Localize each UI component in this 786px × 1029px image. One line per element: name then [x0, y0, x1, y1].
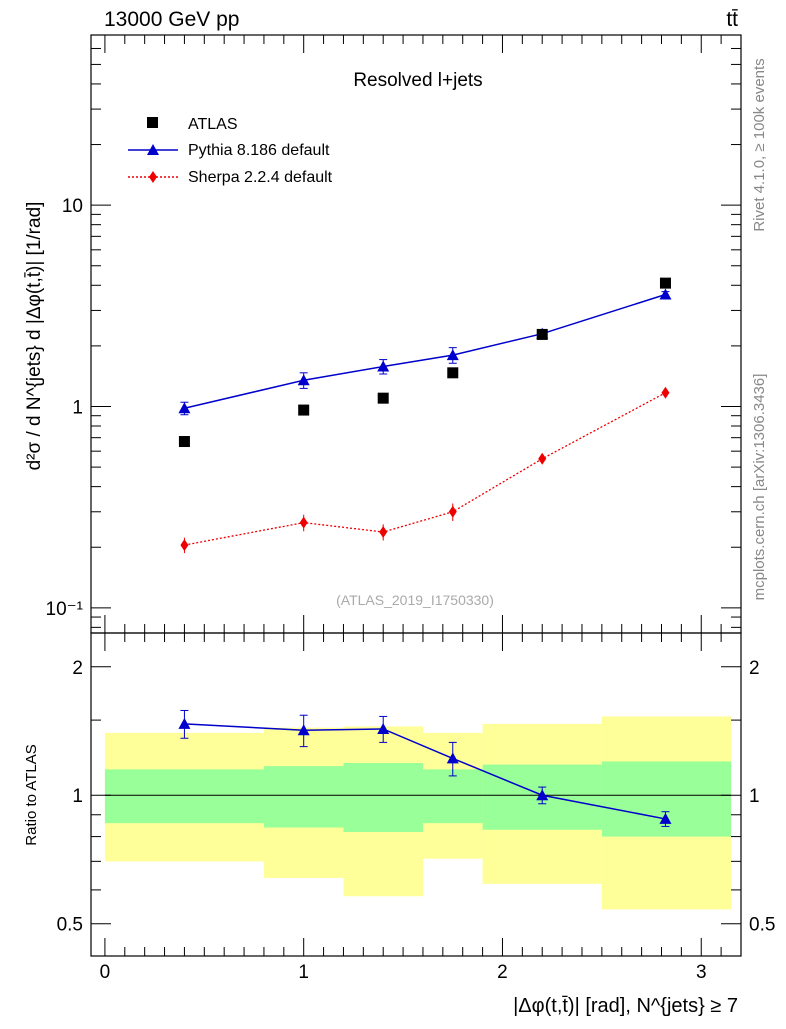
legend-pythia-marker — [147, 144, 159, 155]
atlas-point — [178, 436, 190, 448]
main-panel: 10⁻¹ 1 10 Resolved l+jets (ATLAS_2019_I175… — [24, 34, 742, 634]
atlas-point — [298, 404, 310, 416]
ratio-pythia-line — [184, 723, 666, 820]
rivet-label: Rivet 4.1.0, ≥ 100k events — [751, 58, 768, 231]
header-left-text: 13000 GeV pp — [104, 8, 239, 31]
main-title: Resolved l+jets — [353, 70, 482, 91]
ratio-panel: 0.5 0.5 1 1 2 2 0 1 2 3 Ratio to ATLAS |Δφ(t,t̄)|… — [23, 632, 775, 1017]
ratio-band-inner — [422, 769, 483, 824]
sherpa-point — [538, 452, 547, 465]
main-y-tick-label: 1 — [72, 398, 83, 419]
legend-sherpa-label: Sherpa 2.2.4 default — [188, 169, 333, 186]
atlas-point — [447, 367, 459, 379]
pythia-point — [178, 402, 191, 414]
main-y-tick-label: 10 — [62, 196, 83, 217]
pythia-point — [446, 349, 459, 361]
atlas-point — [659, 277, 671, 289]
analysis-tag: (ATLAS_2019_I1750330) — [336, 592, 494, 608]
pythia-point — [297, 374, 310, 386]
ratio-band-inner — [263, 766, 344, 828]
legend-pythia-label: Pythia 8.186 default — [188, 142, 330, 159]
pythia-point — [659, 288, 672, 300]
ratio-pythia-point — [446, 752, 459, 764]
sherpa-line — [184, 392, 666, 546]
ratio-y-tick-label: 1 — [72, 786, 83, 807]
ratio-band-inner — [343, 763, 423, 833]
ratio-y-axis-label: Ratio to ATLAS — [23, 744, 40, 845]
mcplots-label: mcplots.cern.ch [arXiv:1306.3436] — [751, 374, 768, 601]
ratio-pythia-point — [178, 717, 191, 729]
ratio-y-tick-label-right: 1 — [749, 786, 760, 807]
sherpa-point — [180, 539, 189, 552]
sherpa-point — [299, 516, 308, 529]
atlas-point — [377, 392, 389, 404]
pythia-point — [377, 360, 390, 372]
ratio-y-tick-label: 2 — [72, 658, 83, 679]
legend: ATLAS Pythia 8.186 default Sherpa 2.2.4 … — [128, 116, 333, 186]
header-right-text: tt̄ — [726, 8, 738, 31]
pythia-line — [184, 293, 666, 409]
sherpa-point — [661, 386, 670, 399]
ratio-pythia-point — [536, 789, 549, 801]
ratio-pythia-point — [377, 722, 390, 734]
ratio-pythia-point — [659, 812, 672, 824]
x-tick-label: 2 — [497, 962, 508, 983]
legend-atlas-marker — [147, 117, 158, 128]
ratio-frame — [90, 632, 742, 957]
sherpa-point — [448, 505, 457, 518]
sherpa-point — [379, 526, 388, 539]
legend-sherpa-marker — [149, 171, 157, 183]
main-y-axis-label: d²σ / d N^{jets} d |Δφ(t,t̄)| [1/rad] — [24, 202, 45, 471]
ratio-y-tick-label-right: 0.5 — [749, 915, 775, 936]
main-y-tick-label: 10⁻¹ — [46, 599, 84, 620]
ratio-pythia-point — [297, 724, 310, 736]
ratio-band-inner — [601, 761, 732, 837]
ratio-y-tick-label-right: 2 — [749, 658, 760, 679]
legend-atlas-label: ATLAS — [188, 116, 238, 133]
x-tick-label: 0 — [100, 962, 111, 983]
atlas-point — [536, 328, 548, 340]
x-tick-label: 3 — [696, 962, 707, 983]
ratio-band-inner — [104, 769, 264, 824]
x-axis-label: |Δφ(t,t̄)| [rad], N^{jets} ≥ 7 — [513, 995, 738, 1017]
x-tick-label: 1 — [298, 962, 309, 983]
ratio-y-tick-label: 0.5 — [57, 915, 83, 936]
